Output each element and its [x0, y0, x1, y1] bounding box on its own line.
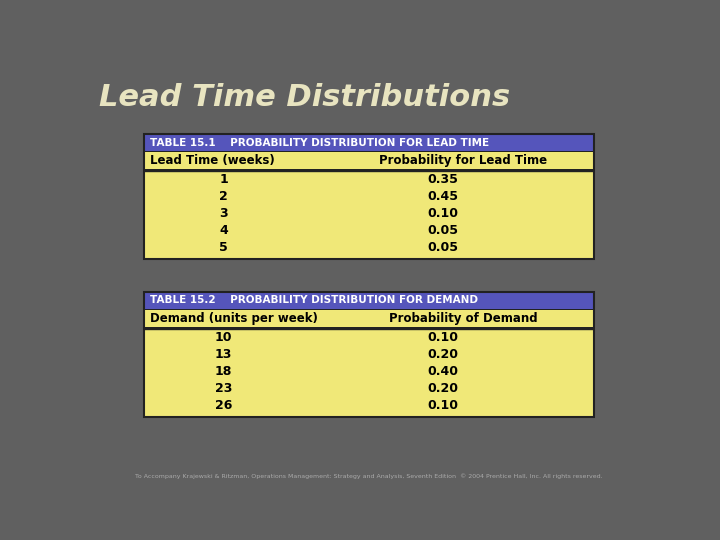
Text: To Accompany Krajewski & Ritzman, Operations Management: Strategy and Analysis, : To Accompany Krajewski & Ritzman, Operat…	[135, 473, 603, 479]
Text: 0.35: 0.35	[427, 173, 458, 186]
Text: Lead Time Distributions: Lead Time Distributions	[99, 83, 510, 112]
Text: 23: 23	[215, 382, 233, 395]
Bar	[333, 309, 593, 327]
Text: 0.05: 0.05	[427, 224, 458, 237]
Text: 26: 26	[215, 399, 233, 411]
Bar	[144, 134, 594, 259]
Bar	[145, 171, 593, 260]
Text: 5: 5	[219, 241, 228, 254]
Text: 3: 3	[219, 207, 228, 220]
Text: 0.10: 0.10	[427, 399, 458, 411]
Text: 0.40: 0.40	[427, 364, 458, 378]
Text: 0.45: 0.45	[427, 190, 458, 203]
Bar	[144, 134, 594, 259]
Text: 0.20: 0.20	[427, 382, 458, 395]
Text: 0.20: 0.20	[427, 348, 458, 361]
Text: Lead Time (weeks): Lead Time (weeks)	[150, 154, 275, 167]
Text: Probability of Demand: Probability of Demand	[389, 312, 538, 325]
Text: TABLE 15.1    PROBABILITY DISTRIBUTION FOR LEAD TIME: TABLE 15.1 PROBABILITY DISTRIBUTION FOR …	[150, 138, 490, 147]
Bar	[333, 152, 593, 168]
Text: 2: 2	[219, 190, 228, 203]
Bar	[145, 152, 333, 168]
Text: 0.10: 0.10	[427, 331, 458, 344]
Bar	[145, 309, 333, 327]
Text: Demand (units per week): Demand (units per week)	[150, 312, 318, 325]
Text: TABLE 15.2    PROBABILITY DISTRIBUTION FOR DEMAND: TABLE 15.2 PROBABILITY DISTRIBUTION FOR …	[150, 295, 479, 306]
Text: 10: 10	[215, 331, 233, 344]
Bar	[144, 134, 594, 151]
Bar	[145, 329, 593, 417]
Text: 18: 18	[215, 364, 233, 378]
Text: Probability for Lead Time: Probability for Lead Time	[379, 154, 547, 167]
Bar	[144, 292, 594, 417]
Text: 0.05: 0.05	[427, 241, 458, 254]
Bar	[144, 292, 594, 417]
Text: 0.10: 0.10	[427, 207, 458, 220]
Text: 4: 4	[219, 224, 228, 237]
Text: 13: 13	[215, 348, 233, 361]
Bar	[144, 292, 594, 309]
Text: 1: 1	[219, 173, 228, 186]
